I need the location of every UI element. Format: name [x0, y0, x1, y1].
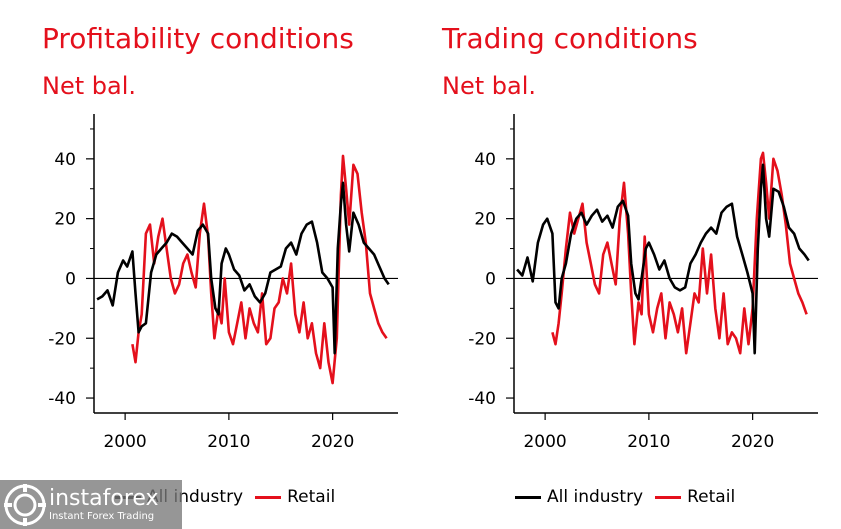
y-tick-label: 0 [65, 269, 76, 289]
x-tick-label: 2020 [311, 432, 354, 452]
watermark: instaforex Instant Forex Trading [0, 480, 182, 529]
legend-swatch-all-industry [515, 495, 541, 499]
series-line-all-industry [516, 163, 810, 355]
legend-label-retail: Retail [287, 487, 336, 507]
y-tick-label: 20 [54, 210, 76, 230]
x-tick-label: 2000 [103, 432, 146, 452]
y-tick-label: -40 [468, 389, 496, 409]
x-tick-label: 2010 [627, 432, 670, 452]
y-tick-label: -40 [48, 389, 76, 409]
y-tick-label: -20 [468, 329, 496, 349]
y-tick-label: 40 [54, 150, 76, 170]
x-tick-label: 2000 [523, 432, 566, 452]
chart-title-profitability: Profitability conditions [42, 22, 354, 55]
legend-swatch-retail [655, 495, 682, 499]
legend-label-retail: Retail [687, 487, 736, 507]
x-tick-label: 2020 [731, 432, 774, 452]
legend-label-all-industry: All industry [547, 487, 644, 507]
series-line-all-industry [96, 181, 390, 355]
series-line-retail [551, 151, 808, 355]
y-tick-label: 20 [474, 210, 496, 230]
chart-subtitle-trading: Net bal. [442, 72, 536, 100]
trading-chart: -40 -20 0 20 40 2000 2010 2020 [468, 114, 818, 452]
watermark-text: instaforex Instant Forex Trading [49, 485, 159, 523]
legend-trading: All industry Retail [515, 487, 747, 507]
instaforex-logo-icon [4, 483, 46, 526]
x-tick-label: 2010 [207, 432, 250, 452]
y-tick-label: 0 [485, 269, 496, 289]
legend-swatch-retail [255, 495, 282, 499]
series-line-retail [131, 154, 388, 385]
y-tick-label: -20 [48, 329, 76, 349]
chart-title-trading: Trading conditions [442, 22, 698, 55]
watermark-tagline: Instant Forex Trading [49, 510, 155, 522]
profitability-chart: -40 -20 0 20 40 2000 2010 2020 [48, 114, 398, 452]
y-tick-label: 40 [474, 150, 496, 170]
chart-subtitle-profitability: Net bal. [42, 72, 136, 100]
watermark-brand: instaforex [49, 485, 159, 511]
